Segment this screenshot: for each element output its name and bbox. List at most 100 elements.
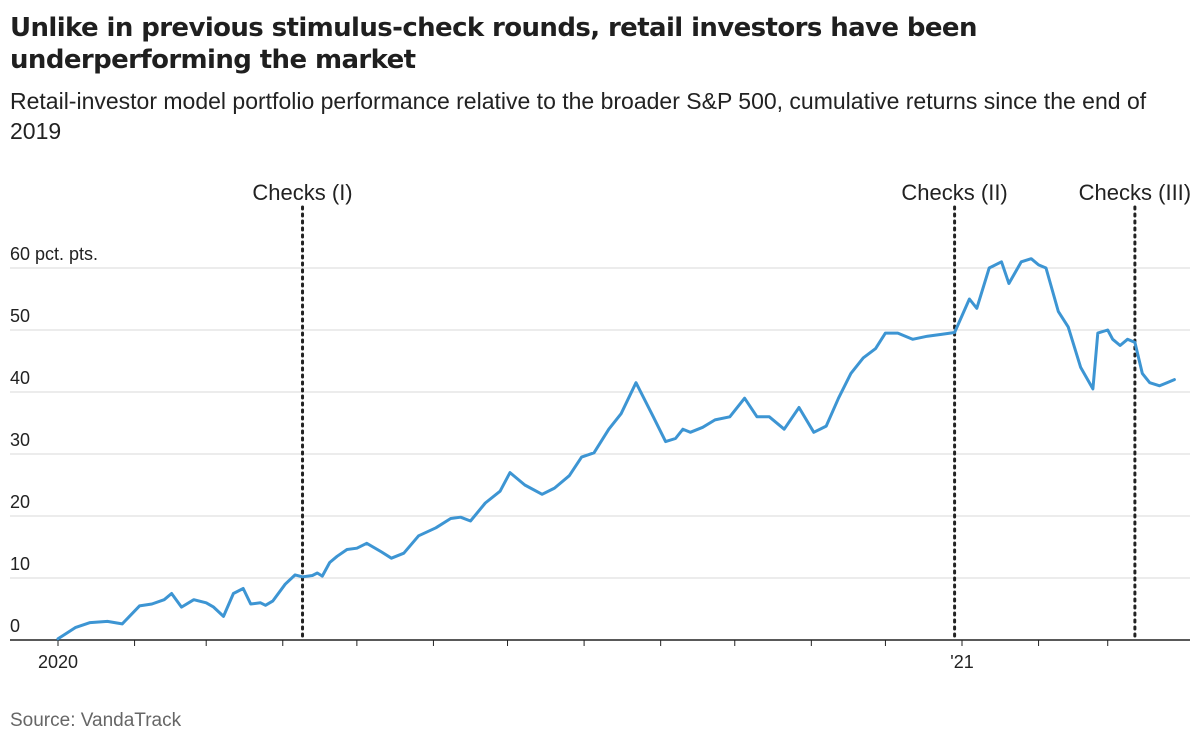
data-point <box>911 338 914 341</box>
data-point <box>284 583 287 585</box>
data-point <box>301 576 304 578</box>
data-point <box>222 615 225 618</box>
data-point <box>1057 310 1060 313</box>
annotation-label: Checks (II) <box>901 180 1007 205</box>
data-point <box>316 572 319 574</box>
data-point <box>635 381 637 384</box>
chart-subtitle: Retail-investor model portfolio performa… <box>10 88 1147 144</box>
gridlines <box>10 267 1190 579</box>
data-point <box>89 621 91 624</box>
data-point <box>674 437 677 440</box>
data-point <box>1008 282 1010 285</box>
data-point <box>212 606 215 608</box>
chart-title: Unlike in previous stimulus-check rounds… <box>10 13 977 75</box>
data-point <box>701 426 704 429</box>
data-point <box>580 456 583 458</box>
data-point <box>294 574 296 576</box>
data-point <box>193 598 195 601</box>
data-point <box>1092 388 1094 390</box>
data-point <box>321 575 324 577</box>
data-point <box>121 623 123 625</box>
y-tick-label: 10 <box>10 554 30 574</box>
data-point <box>976 307 978 310</box>
data-point <box>825 425 827 427</box>
data-point <box>390 557 393 559</box>
data-point <box>541 493 543 496</box>
data-point <box>232 592 235 595</box>
data-point <box>862 357 864 359</box>
data-point <box>259 602 262 604</box>
x-tick-label: '21 <box>950 652 973 672</box>
data-point <box>813 431 815 434</box>
data-point <box>1173 378 1176 381</box>
data-point <box>608 428 610 431</box>
data-point <box>783 428 785 431</box>
data-point <box>1111 338 1114 341</box>
data-point <box>743 397 746 400</box>
y-axis-labels: 0 10 20 30 40 50 60 pct. pts. <box>10 244 98 636</box>
data-point <box>941 333 943 336</box>
data-point <box>346 548 348 551</box>
annotations: Checks (I) Checks (II) Checks (III) <box>252 180 1191 642</box>
data-point <box>449 517 452 520</box>
data-point <box>1119 344 1121 347</box>
data-point <box>1037 264 1040 266</box>
data-point <box>926 335 929 338</box>
data-point <box>1000 261 1003 263</box>
data-point <box>798 406 800 409</box>
data-point <box>417 535 420 537</box>
data-point <box>884 332 887 334</box>
data-point <box>459 516 462 518</box>
data-point <box>74 626 77 629</box>
data-point <box>1030 257 1032 260</box>
data-point <box>1106 329 1109 331</box>
series-layer <box>56 257 1176 641</box>
annotation-label: Checks (I) <box>252 180 352 205</box>
data-point <box>336 555 338 558</box>
y-tick-label: 0 <box>10 616 20 636</box>
data-point <box>897 332 899 334</box>
annotation-label: Checks (III) <box>1079 180 1191 205</box>
data-point <box>356 547 358 549</box>
data-point <box>756 416 758 418</box>
data-point <box>272 600 274 602</box>
data-point <box>1045 267 1047 269</box>
data-point <box>729 416 731 418</box>
data-point <box>435 527 437 529</box>
data-point <box>1141 372 1144 375</box>
data-point <box>1126 338 1129 341</box>
data-point <box>620 412 622 415</box>
data-point <box>499 490 501 493</box>
series-line <box>56 257 1176 641</box>
data-point <box>469 520 472 522</box>
data-point <box>170 592 173 595</box>
data-point <box>714 419 716 421</box>
data-point <box>1067 326 1069 328</box>
data-point <box>1097 332 1099 334</box>
data-point <box>509 471 511 474</box>
data-point <box>138 605 141 607</box>
data-point <box>1166 381 1168 384</box>
data-point <box>850 372 852 375</box>
y-tick-label: 30 <box>10 430 30 450</box>
data-point <box>593 452 595 454</box>
data-point <box>106 620 109 623</box>
data-point <box>57 638 59 640</box>
data-point <box>768 416 771 418</box>
data-point <box>682 428 684 431</box>
data-point <box>264 604 267 607</box>
data-point <box>1134 341 1136 344</box>
data-point <box>163 598 165 601</box>
y-tick-label: 60 pct. pts. <box>10 244 98 264</box>
data-point <box>151 603 153 605</box>
data-point <box>380 551 383 553</box>
data-point <box>328 561 331 564</box>
data-point <box>1148 381 1151 384</box>
data-point <box>968 298 971 300</box>
data-point <box>1158 385 1161 387</box>
x-tick-label: 2020 <box>38 652 78 672</box>
data-point <box>365 542 368 545</box>
y-tick-label: 50 <box>10 306 30 326</box>
data-point <box>403 552 405 554</box>
